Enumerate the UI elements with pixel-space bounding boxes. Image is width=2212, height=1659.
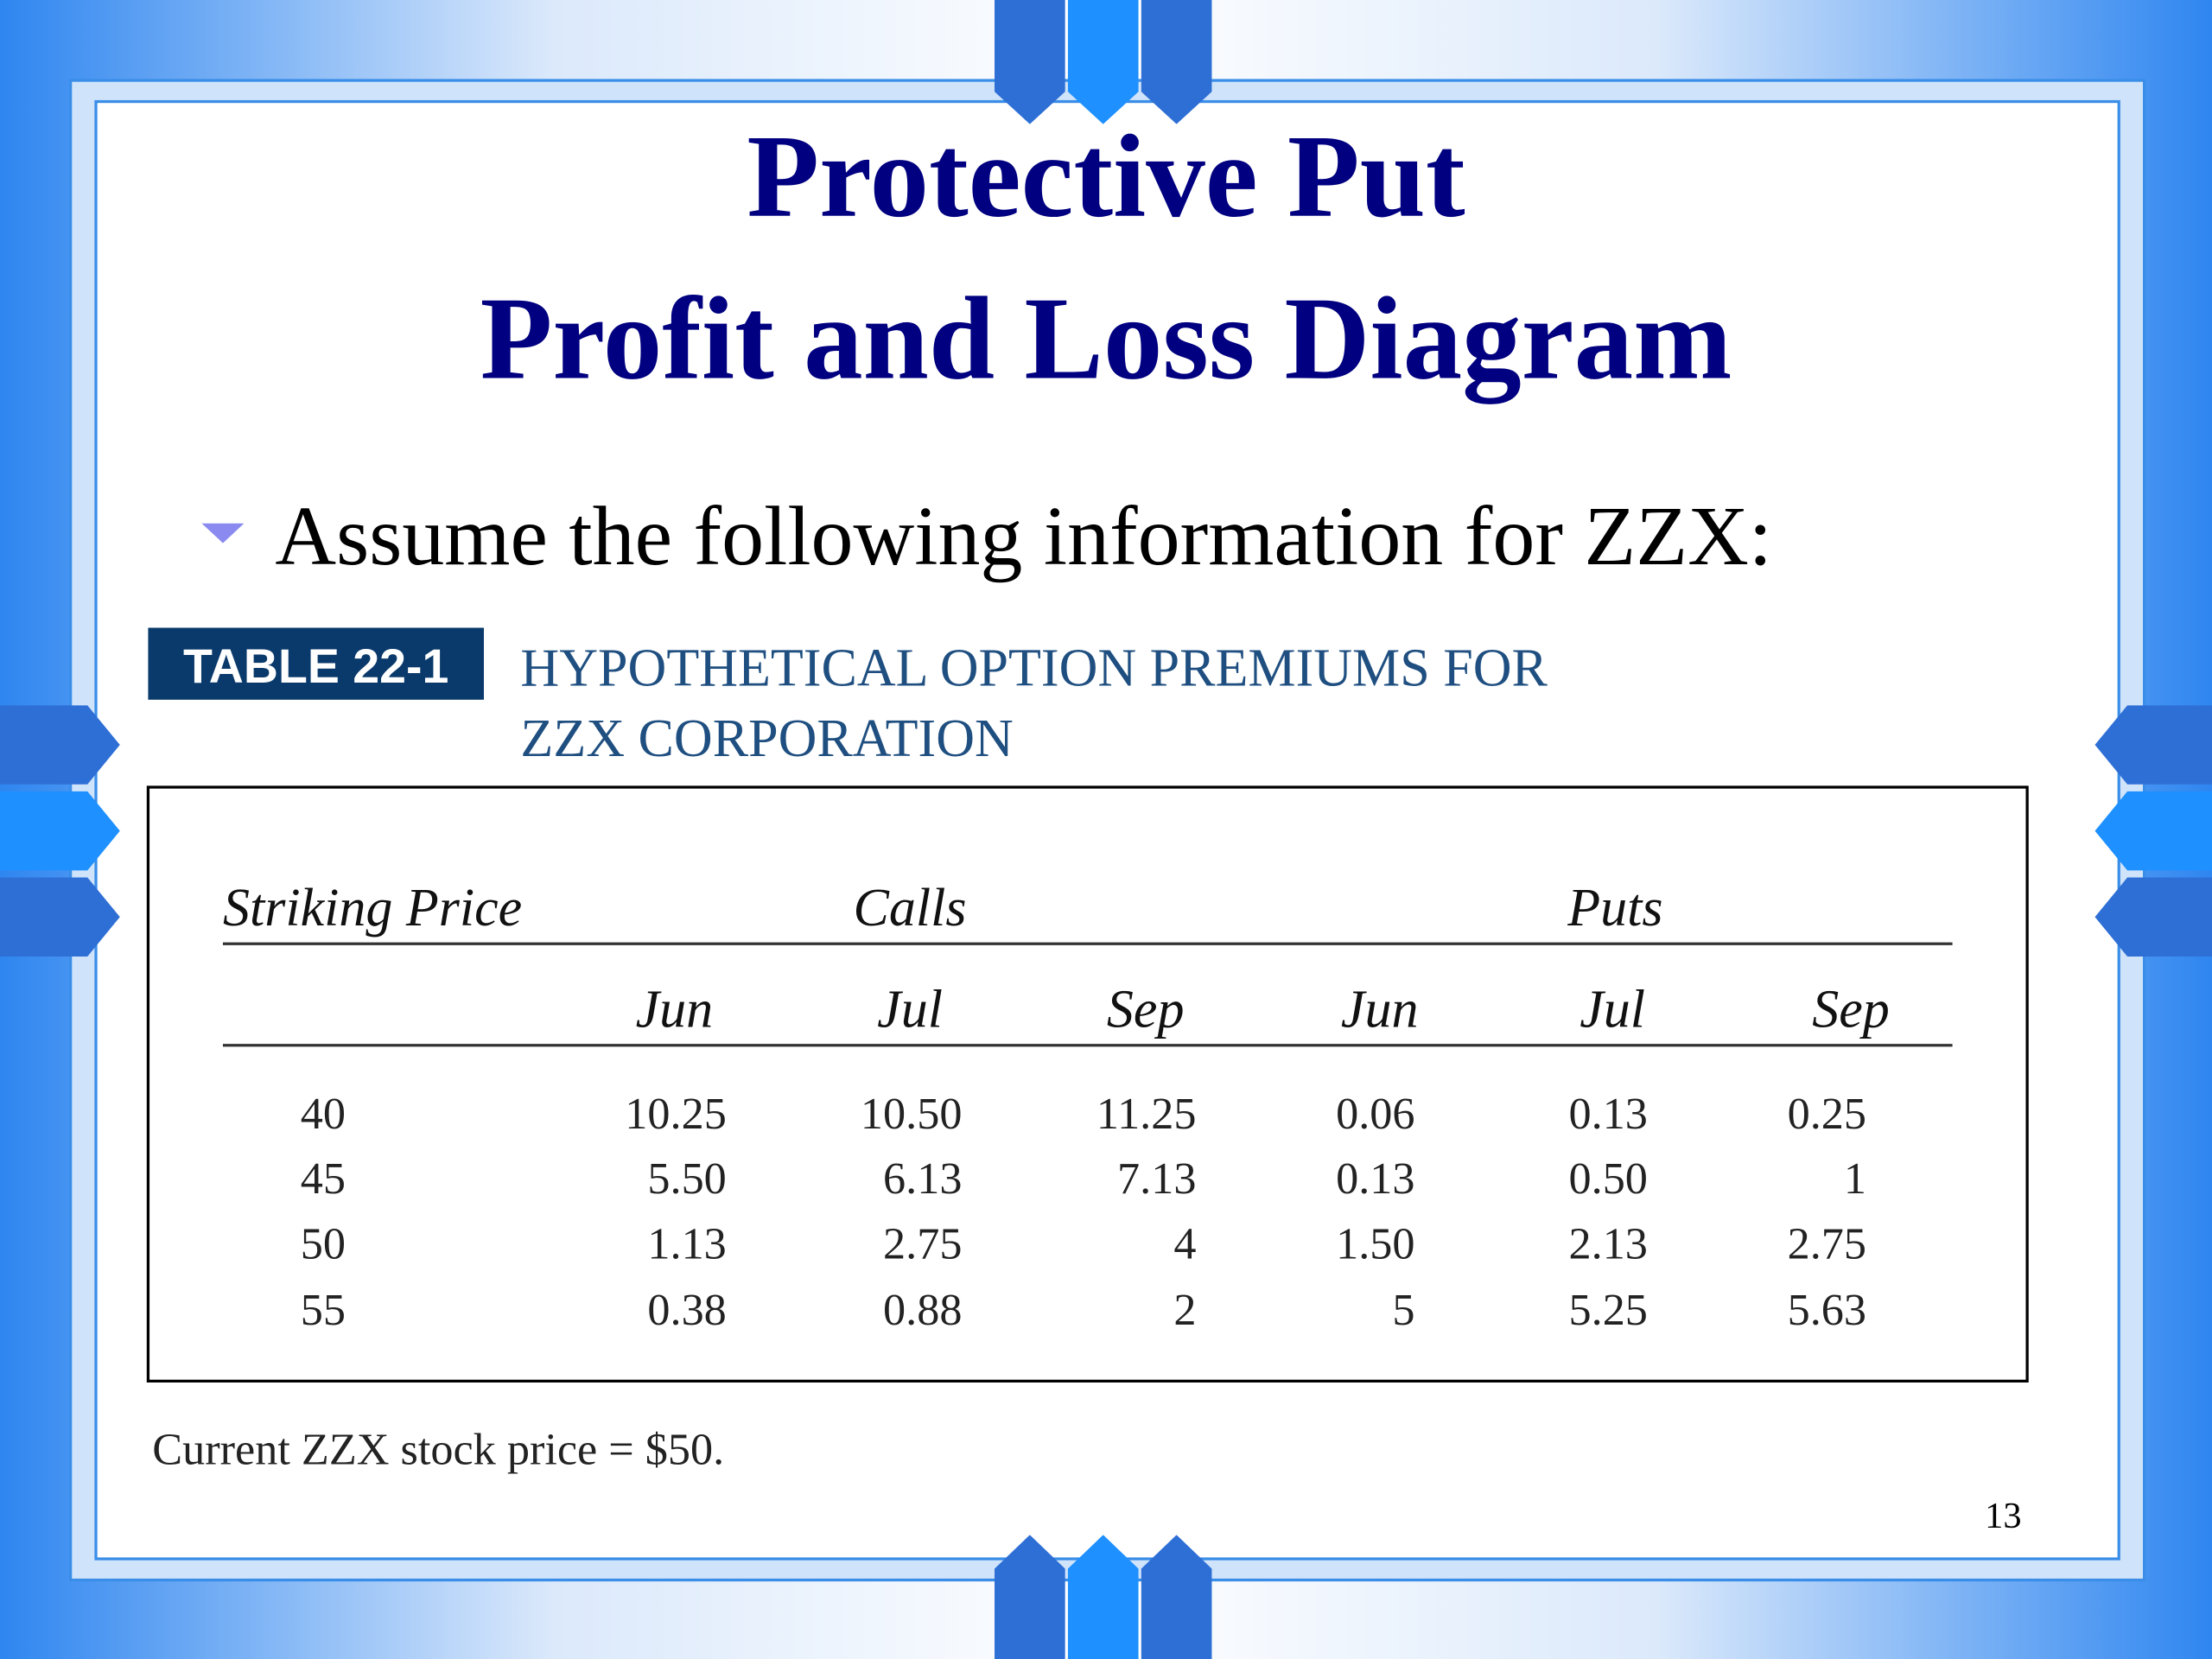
table-box (146, 785, 2029, 1382)
column-header: Jul (1580, 981, 1645, 1039)
decoration-right (2094, 705, 2212, 957)
cell: 45 (301, 1154, 346, 1204)
page-number: 13 (1985, 1496, 2021, 1536)
bullet-marker (201, 523, 245, 543)
table-caption: HYPOTHETICAL OPTION PREMIUMS FOR (520, 639, 1548, 697)
title-line: Profit and Loss Diagram (480, 273, 1732, 404)
cell: 1 (1844, 1154, 1866, 1204)
cell: 4 (1173, 1218, 1196, 1268)
cell: 5.63 (1788, 1285, 1866, 1335)
cell: 40 (301, 1089, 346, 1139)
column-header: Sep (1812, 981, 1890, 1039)
cell: 2 (1173, 1285, 1196, 1335)
cell: 1.50 (1336, 1218, 1414, 1268)
cell: 0.25 (1788, 1089, 1866, 1139)
cell: 0.13 (1569, 1089, 1648, 1139)
table-label-box (148, 627, 484, 700)
cell: 11.25 (1096, 1089, 1197, 1139)
cell: 2.75 (1788, 1218, 1866, 1268)
decoration-top (995, 0, 1212, 124)
cell: 1.13 (647, 1218, 726, 1268)
column-header: Jun (636, 981, 714, 1039)
cell: 0.06 (1336, 1089, 1414, 1139)
column-header: Jun (1341, 981, 1419, 1039)
cell: 0.50 (1569, 1154, 1648, 1204)
column-header: Jul (877, 981, 943, 1039)
footnote: Current ZZX stock price = $50. (152, 1425, 724, 1475)
decoration-bottom (995, 1535, 1212, 1659)
cell: 2.75 (883, 1218, 962, 1268)
cell: 10.50 (861, 1089, 963, 1139)
table-label: TABLE 22-1 (183, 639, 448, 693)
cell: 0.88 (883, 1285, 962, 1335)
table-caption: ZZX CORPORATION (520, 709, 1013, 768)
column-header: Sep (1107, 981, 1185, 1039)
group-header: Striking Price (223, 879, 522, 938)
table-cells: Striking Price Calls Puts Jun Jul Sep Jun Jul Se… (223, 879, 1890, 1335)
title-line: Protective Put (747, 111, 1465, 242)
cell: 6.13 (883, 1154, 962, 1204)
cell: 7.13 (1117, 1154, 1196, 1204)
cell: 5.50 (647, 1154, 726, 1204)
cell: 50 (301, 1218, 346, 1268)
cell: 0.38 (647, 1285, 726, 1335)
cell: 55 (301, 1285, 346, 1335)
group-header: Calls (854, 879, 967, 938)
cell: 10.25 (625, 1089, 727, 1139)
cell: 0.13 (1336, 1154, 1414, 1204)
group-header: Puts (1567, 879, 1662, 938)
bullet-text: Assume the following information for ZZX… (275, 490, 1772, 583)
cell: 5 (1392, 1285, 1414, 1335)
cell: 2.13 (1569, 1218, 1648, 1268)
cell: 5.25 (1569, 1285, 1648, 1335)
decoration-left (0, 705, 120, 957)
